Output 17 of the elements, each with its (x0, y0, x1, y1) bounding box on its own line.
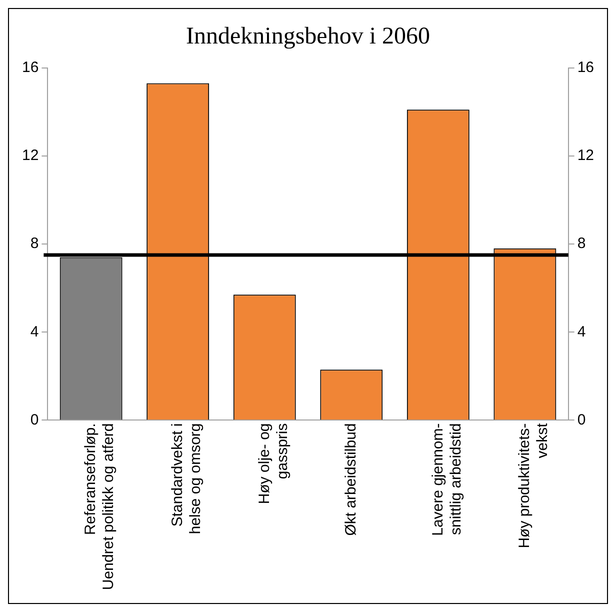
y-tick-label: 4 (30, 323, 39, 340)
x-tick-label: Referanseforløp. Uendret politikk og atferd (82, 423, 118, 590)
y2-tick-label: 8 (577, 235, 586, 252)
y2-tick-label: 16 (577, 58, 594, 76)
y-tick-label: 16 (22, 58, 39, 76)
x-tick-label: Økt arbeidstilbud (342, 423, 360, 536)
y2-tick-label: 4 (577, 323, 586, 340)
x-tick-label: Lavere gjennom- snittlig arbeidstid (429, 423, 464, 536)
y-tick-label: 0 (30, 411, 39, 428)
y2-tick-label: 12 (577, 147, 594, 164)
x-tick-label: Høy olje- og gasspris (256, 423, 291, 504)
y-tick-label: 12 (22, 147, 39, 164)
chart-title: Inndekningsbehov i 2060 (186, 24, 430, 50)
y-tick-label: 8 (30, 235, 39, 252)
x-tick-label: Standardvekst i helse og omsorg (168, 423, 204, 534)
x-tick-label: Høy produktivitets- vekst (516, 422, 552, 548)
y2-tick-label: 0 (577, 411, 586, 428)
